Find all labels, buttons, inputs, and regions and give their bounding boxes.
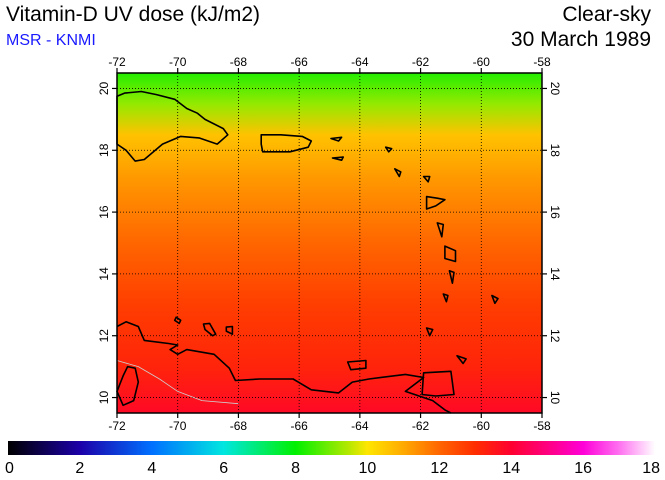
dominica-coast — [436, 222, 445, 238]
map-frame — [116, 72, 543, 414]
bonaire-coast — [225, 325, 234, 336]
date-label: 30 March 1989 — [510, 28, 651, 51]
martinique-coast — [444, 245, 457, 263]
lon-tick-label-top: -64 — [351, 55, 369, 69]
lat-tick-label-right: 16 — [548, 205, 562, 219]
st-lucia-coast — [448, 269, 455, 285]
colorbar-tick-label: 18 — [642, 460, 660, 477]
lon-tick-label-bottom: -60 — [473, 419, 491, 433]
lon-tick-label-top: -66 — [290, 55, 308, 69]
tobago-coast — [456, 354, 467, 365]
colorbar-tick-label: 16 — [574, 460, 592, 477]
puerto-rico-coast — [260, 134, 313, 153]
lon-tick-label-top: -58 — [533, 55, 551, 69]
lon-tick-label-bottom: -72 — [108, 419, 126, 433]
colorbar-scale — [8, 441, 655, 455]
st-martin-coast — [384, 146, 393, 153]
st-vincent-coast — [442, 293, 449, 303]
colorbar-tick-label: 12 — [430, 460, 448, 477]
lat-tick-label-left: 14 — [97, 267, 111, 281]
coastlines — [116, 90, 499, 414]
colorbar-tick-label: 0 — [5, 460, 14, 477]
lon-tick-label-top: -70 — [169, 55, 187, 69]
colorbar-tick-label: 14 — [502, 460, 520, 477]
antigua-coast — [422, 175, 431, 183]
lon-tick-label-bottom: -64 — [351, 419, 369, 433]
colorbar-tick-label: 6 — [219, 460, 228, 477]
lon-tick-label-bottom: -62 — [412, 419, 430, 433]
colorbar-tick-label: 8 — [291, 460, 300, 477]
lon-tick-label-top: -60 — [473, 55, 491, 69]
st-croix-coast — [331, 156, 345, 161]
trinidad-coast — [421, 370, 455, 397]
source-label: MSR - KNMI — [6, 32, 96, 49]
lat-tick-label-right: 20 — [548, 82, 562, 96]
axis-ticks: -72 -72 -70 -70 -68 -68 -66 -66 -64 -64 -62 -62 -60 -… — [97, 55, 562, 433]
map-title: Vitamin-D UV dose (kJ/m2) — [6, 3, 261, 26]
colorbar-tick-label: 2 — [75, 460, 84, 477]
lon-tick-label-top: -72 — [108, 55, 126, 69]
lat-tick-label-left: 18 — [97, 143, 111, 157]
lake-maracaibo-coast — [116, 365, 140, 407]
hispaniola-coast — [116, 90, 229, 162]
colorbar-tick-label: 10 — [359, 460, 377, 477]
map-border — [116, 72, 543, 414]
uv-field-fill — [117, 73, 542, 413]
state-border-line — [116, 360, 239, 405]
lat-tick-label-right: 14 — [548, 267, 562, 281]
lat-tick-label-left: 12 — [97, 329, 111, 343]
barbados-coast — [491, 294, 499, 305]
lon-tick-label-bottom: -70 — [169, 419, 187, 433]
lon-tick-label-bottom: -58 — [533, 419, 551, 433]
venezuela-coast — [116, 320, 452, 414]
lat-tick-label-left: 20 — [97, 81, 111, 95]
sky-condition-label: Clear-sky — [562, 3, 651, 26]
lon-tick-label-top: -68 — [230, 55, 248, 69]
st-kitts-coast — [393, 168, 402, 178]
lat-tick-label-left: 16 — [97, 205, 111, 219]
lon-tick-label-top: -62 — [412, 55, 430, 69]
guadeloupe-coast — [425, 195, 446, 210]
colorbar: 0 2 4 6 8 10 12 14 16 18 — [5, 441, 660, 477]
margarita-coast — [346, 359, 367, 371]
lat-tick-label-right: 12 — [548, 329, 562, 343]
lat-tick-label-right: 10 — [548, 391, 562, 405]
lon-tick-label-bottom: -68 — [230, 419, 248, 433]
virgin-islands-coast — [330, 136, 343, 142]
aruba-coast — [173, 316, 182, 325]
curacao-coast — [202, 322, 217, 337]
graticule — [117, 73, 542, 413]
uv-field — [117, 73, 542, 413]
lon-tick-label-bottom: -66 — [290, 419, 308, 433]
colorbar-tick-label: 4 — [147, 460, 156, 477]
lat-tick-label-right: 18 — [548, 144, 562, 158]
grenada-coast — [425, 327, 434, 337]
lat-tick-label-left: 10 — [97, 391, 111, 405]
